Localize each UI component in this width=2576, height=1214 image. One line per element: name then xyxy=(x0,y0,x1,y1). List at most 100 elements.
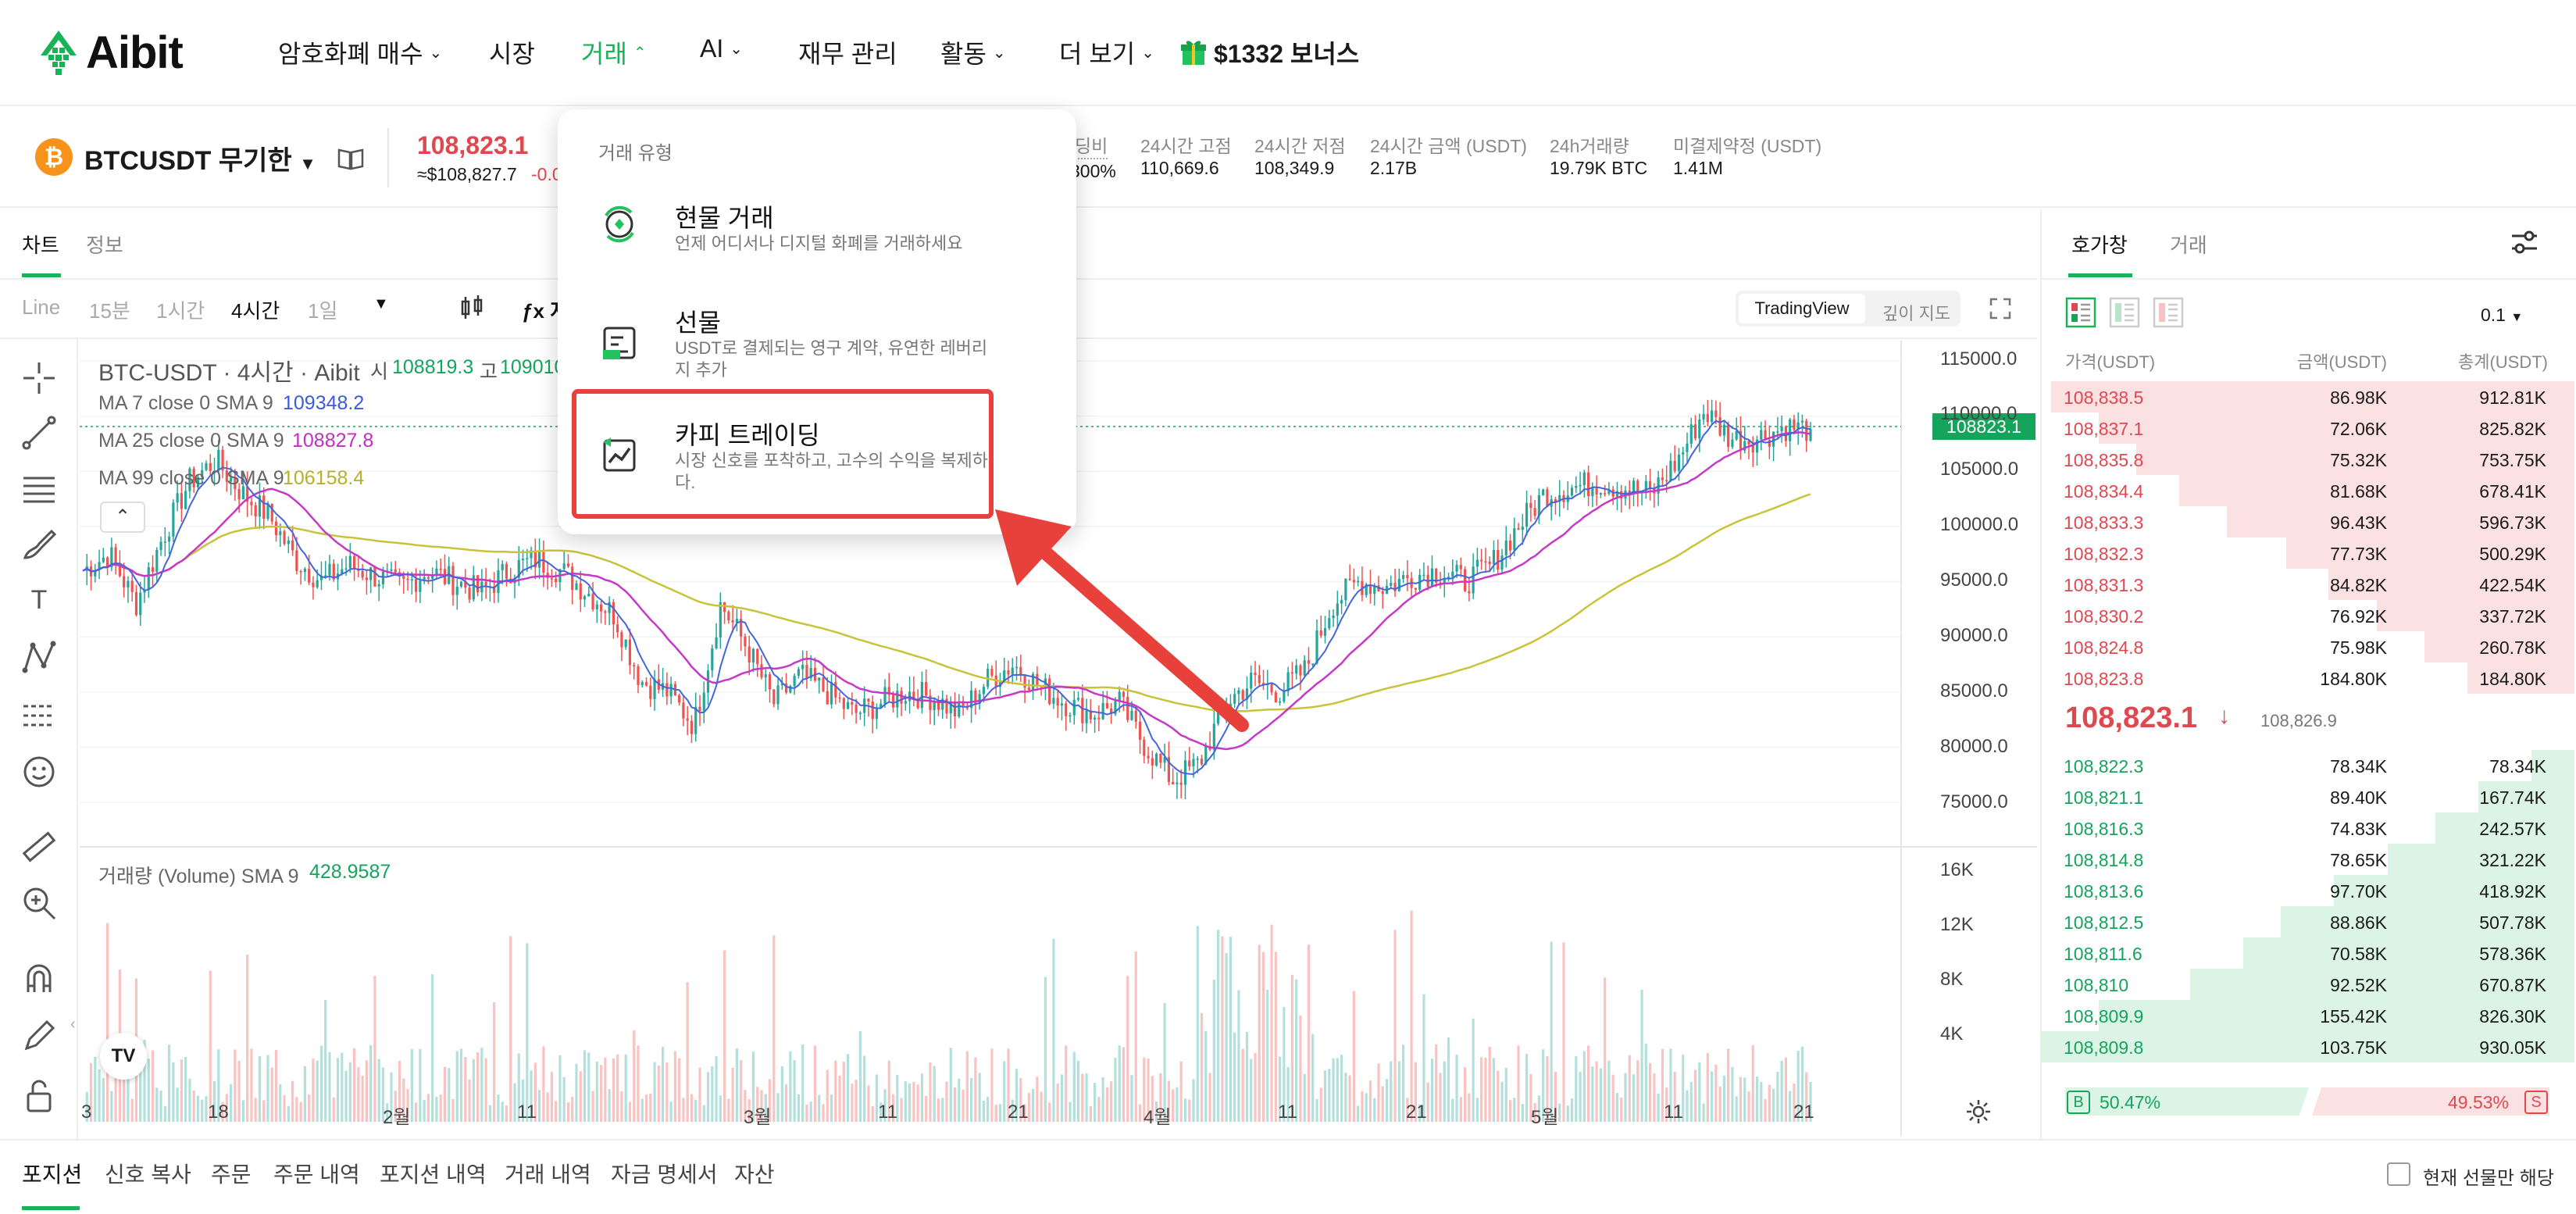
volume-bar xyxy=(1693,1069,1697,1122)
tab-orders[interactable]: 주문 xyxy=(211,1162,252,1187)
ask-row[interactable]: 108,832.3 77.73K 500.29K xyxy=(2040,537,2574,569)
candle-body xyxy=(1204,746,1208,765)
interval-1d[interactable]: 1일 xyxy=(308,299,338,323)
bid-row[interactable]: 108,814.8 78.65K 321.22K xyxy=(2040,844,2574,875)
fullscreen-icon[interactable] xyxy=(1989,297,2012,320)
tab-assets[interactable]: 자산 xyxy=(734,1162,775,1187)
volume-bar xyxy=(1686,1090,1689,1122)
zoom-in-icon[interactable] xyxy=(20,884,58,922)
tab-positions[interactable]: 포지션 xyxy=(22,1162,83,1187)
precision-selector[interactable]: 0.1 ▼ xyxy=(2481,305,2523,326)
volume-bar xyxy=(394,1091,397,1122)
lock-icon[interactable] xyxy=(20,1077,58,1114)
bid-row[interactable]: 108,810 92.52K 670.87K xyxy=(2040,969,2574,1000)
interval-15m[interactable]: 15분 xyxy=(89,299,130,323)
bid-row[interactable]: 108,822.3 78.34K 78.34K xyxy=(2040,750,2574,781)
ask-row[interactable]: 108,838.5 86.98K 912.81K xyxy=(2040,381,2574,412)
ask-row[interactable]: 108,837.1 72.06K 825.82K xyxy=(2040,412,2574,444)
ask-row[interactable]: 108,834.4 81.68K 678.41K xyxy=(2040,475,2574,506)
volume-bar xyxy=(1751,1045,1754,1122)
book-icon[interactable] xyxy=(337,147,364,170)
interval-1h[interactable]: 1시간 xyxy=(156,299,205,323)
prediction-icon[interactable] xyxy=(20,697,58,734)
ask-row[interactable]: 108,824.8 75.98K 260.78K xyxy=(2040,631,2574,662)
tradingview-button[interactable]: TradingView xyxy=(1739,294,1865,323)
ask-row[interactable]: 108,833.3 96.43K 596.73K xyxy=(2040,506,2574,537)
nav-bonus[interactable]: $1332 보너스 xyxy=(1179,34,1359,70)
volume-bar xyxy=(221,1102,224,1122)
ruler-icon[interactable] xyxy=(20,828,58,866)
brush-icon[interactable] xyxy=(20,527,58,564)
tab-trades[interactable]: 거래 xyxy=(2170,234,2207,257)
candle-type-icon[interactable] xyxy=(458,294,486,322)
tab-orderbook[interactable]: 호가창 xyxy=(2071,234,2128,257)
settings-sliders-icon[interactable] xyxy=(2509,227,2540,258)
view-bids-icon[interactable] xyxy=(2109,297,2140,328)
volume-bar xyxy=(1739,1077,1743,1122)
bid-row[interactable]: 108,821.1 89.40K 167.74K xyxy=(2040,781,2574,812)
ask-row[interactable]: 108,823.8 184.80K 184.80K xyxy=(2040,662,2574,694)
volume-bar xyxy=(1373,1098,1376,1122)
interval-more-caret-icon[interactable]: ▼ xyxy=(373,295,389,312)
bid-row[interactable]: 108,809.8 103.75K 930.05K xyxy=(2040,1031,2574,1062)
bid-row[interactable]: 108,813.6 97.70K 418.92K xyxy=(2040,875,2574,906)
tab-trade-history[interactable]: 거래 내역 xyxy=(505,1162,591,1187)
brand-logo[interactable]: Aibit xyxy=(39,27,184,79)
edit-lock-icon[interactable] xyxy=(20,1017,58,1055)
symbol-selector[interactable]: BTCUSDT 무기한 ▼ xyxy=(84,139,316,177)
row-price: 108,813.6 xyxy=(2064,881,2144,902)
tradingview-logo-icon[interactable]: TV xyxy=(100,1033,147,1080)
text-tool-icon[interactable]: T xyxy=(30,585,48,615)
bid-row[interactable]: 108,816.3 74.83K 242.57K xyxy=(2040,812,2574,844)
ask-row[interactable]: 108,831.3 84.82K 422.54K xyxy=(2040,569,2574,600)
fib-lines-icon[interactable] xyxy=(20,470,58,508)
crosshair-icon[interactable] xyxy=(20,359,58,397)
volume-bar xyxy=(1640,989,1643,1122)
candle-body xyxy=(241,486,244,500)
volume-bar xyxy=(1422,994,1425,1122)
candle-body xyxy=(1076,698,1080,700)
price-chart[interactable] xyxy=(80,341,2037,1136)
interval-4h[interactable]: 4시간 xyxy=(231,299,280,323)
tab-chart[interactable]: 차트 xyxy=(22,234,59,257)
pattern-icon[interactable] xyxy=(20,639,58,677)
nav-more[interactable]: 더 보기 ⌄ xyxy=(1059,34,1154,70)
nav-trade[interactable]: 거래 ⌃ xyxy=(581,34,647,70)
candle-body xyxy=(303,569,306,573)
nav-finance[interactable]: 재무 관리 xyxy=(798,34,897,70)
bid-row[interactable]: 108,812.5 88.86K 507.78K xyxy=(2040,906,2574,937)
candle-body xyxy=(768,674,772,690)
volume-bar xyxy=(1472,1018,1475,1122)
volume-bar xyxy=(225,1094,228,1122)
view-asks-icon[interactable] xyxy=(2153,297,2184,328)
collapse-legend-icon[interactable]: ⌃ xyxy=(100,502,145,533)
settings-gear-icon[interactable] xyxy=(1965,1098,1992,1125)
y-tick: 115000.0 xyxy=(1940,348,2018,370)
tab-copy-signals[interactable]: 신호 복사 xyxy=(105,1162,191,1187)
tab-order-history[interactable]: 주문 내역 xyxy=(273,1162,360,1187)
tab-funding-statement[interactable]: 자금 명세서 xyxy=(611,1162,718,1187)
nav-market[interactable]: 시장 xyxy=(489,34,535,70)
nav-ai[interactable]: AI ⌄ xyxy=(700,34,743,63)
ask-row[interactable]: 108,830.2 76.92K 337.72K xyxy=(2040,600,2574,631)
candle-body xyxy=(1176,782,1179,784)
volume-bar xyxy=(1241,1048,1244,1122)
view-both-icon[interactable] xyxy=(2065,297,2096,328)
trendline-icon[interactable] xyxy=(20,414,58,452)
volume-bar xyxy=(102,1078,105,1122)
volume-label: 거래량 (Volume) SMA 9 xyxy=(98,866,299,887)
tab-info[interactable]: 정보 xyxy=(86,234,123,257)
tab-position-history[interactable]: 포지션 내역 xyxy=(380,1162,487,1187)
bid-row[interactable]: 108,809.9 155.42K 826.30K xyxy=(2040,1000,2574,1031)
collapse-toolbar-icon[interactable]: ‹ xyxy=(70,1016,76,1033)
interval-line[interactable]: Line xyxy=(22,295,61,319)
futures-only-checkbox[interactable] xyxy=(2387,1162,2410,1186)
emoji-icon[interactable] xyxy=(20,753,58,791)
bid-row[interactable]: 108,811.6 70.58K 578.36K xyxy=(2040,937,2574,969)
magnet-icon[interactable] xyxy=(20,961,58,998)
nav-activity[interactable]: 활동 ⌄ xyxy=(940,34,1006,70)
depth-button[interactable]: 깊이 지도 xyxy=(1882,304,1951,323)
ask-row[interactable]: 108,835.8 75.32K 753.75K xyxy=(2040,444,2574,475)
candle-body xyxy=(1114,701,1117,715)
nav-buy-crypto[interactable]: 암호화폐 매수 ⌄ xyxy=(278,34,442,70)
